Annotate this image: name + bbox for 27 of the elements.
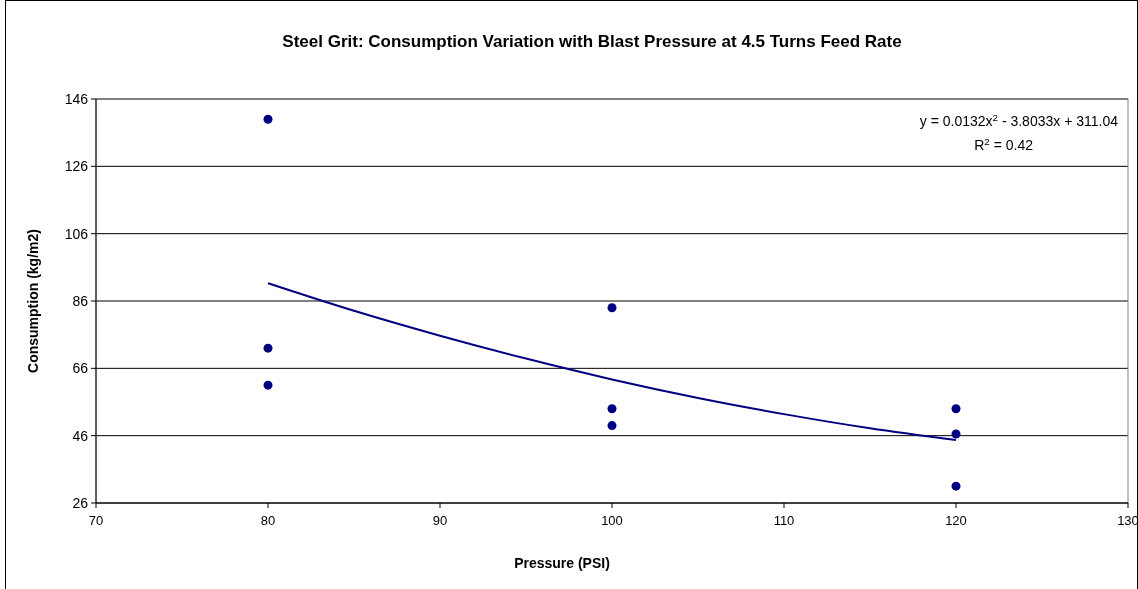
x-tick-label: 110 <box>773 513 795 528</box>
x-tick-label: 100 <box>601 513 623 528</box>
y-tick-label: 46 <box>72 427 89 444</box>
x-tick-label: 90 <box>432 513 448 528</box>
y-tick-label: 86 <box>72 293 89 309</box>
x-tick-label: 120 <box>945 513 967 528</box>
point <box>607 421 617 431</box>
point <box>607 404 617 414</box>
annotation: R$^{2}$ = 0.42 <box>974 135 1034 153</box>
y-tick-label: 26 <box>72 495 89 511</box>
point <box>263 380 273 390</box>
point <box>951 404 961 414</box>
x-axis-title: Pressure (PSI) <box>514 555 610 571</box>
point <box>951 481 961 491</box>
x-tick-label: 80 <box>260 513 276 528</box>
point <box>263 343 273 353</box>
y-tick-label: 126 <box>64 158 89 175</box>
y-tick-label: 66 <box>72 360 89 377</box>
y-axis-title: Consumption (kg/m2) <box>25 229 41 373</box>
y-tick-label: 106 <box>64 225 89 242</box>
annotation: y = 0.0132x$^{2}$ - 3.8033x + 311.04 <box>919 111 1119 129</box>
chart-title: Steel Grit: Consumption Variation with Blast Pressure at 4.5 Turns Feed Rate <box>282 32 902 51</box>
y-tick-label: 146 <box>64 91 89 107</box>
point <box>263 114 273 124</box>
point <box>951 429 961 439</box>
x-tick-label: 70 <box>88 513 104 528</box>
point <box>607 303 617 313</box>
